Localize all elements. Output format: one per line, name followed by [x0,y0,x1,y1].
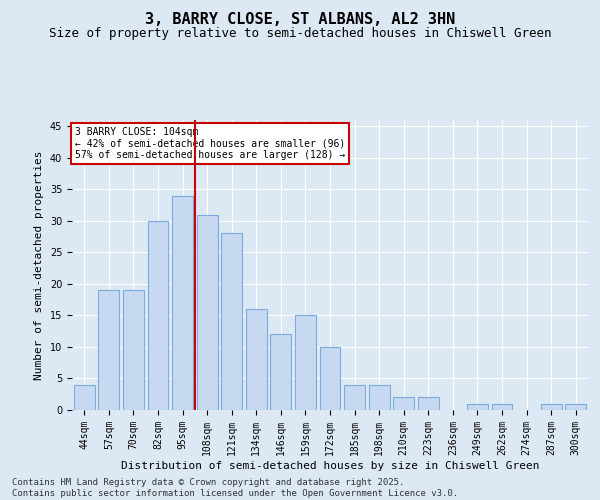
Bar [221,234,242,410]
Bar [172,196,193,410]
Bar [295,316,316,410]
Text: Contains HM Land Registry data © Crown copyright and database right 2025.
Contai: Contains HM Land Registry data © Crown c… [12,478,458,498]
Bar [246,309,267,410]
Bar [393,398,414,410]
Bar [344,385,365,410]
X-axis label: Distribution of semi-detached houses by size in Chiswell Green: Distribution of semi-detached houses by … [121,460,539,470]
Bar [123,290,144,410]
Text: 3 BARRY CLOSE: 104sqm
← 42% of semi-detached houses are smaller (96)
57% of semi: 3 BARRY CLOSE: 104sqm ← 42% of semi-deta… [74,127,345,160]
Bar [148,221,169,410]
Text: Size of property relative to semi-detached houses in Chiswell Green: Size of property relative to semi-detach… [49,28,551,40]
Bar [320,347,340,410]
Text: 3, BARRY CLOSE, ST ALBANS, AL2 3HN: 3, BARRY CLOSE, ST ALBANS, AL2 3HN [145,12,455,28]
Bar [491,404,512,410]
Bar [467,404,488,410]
Bar [74,385,95,410]
Bar [541,404,562,410]
Y-axis label: Number of semi-detached properties: Number of semi-detached properties [34,150,44,380]
Bar [271,334,292,410]
Bar [368,385,389,410]
Bar [197,214,218,410]
Bar [98,290,119,410]
Bar [418,398,439,410]
Bar [565,404,586,410]
